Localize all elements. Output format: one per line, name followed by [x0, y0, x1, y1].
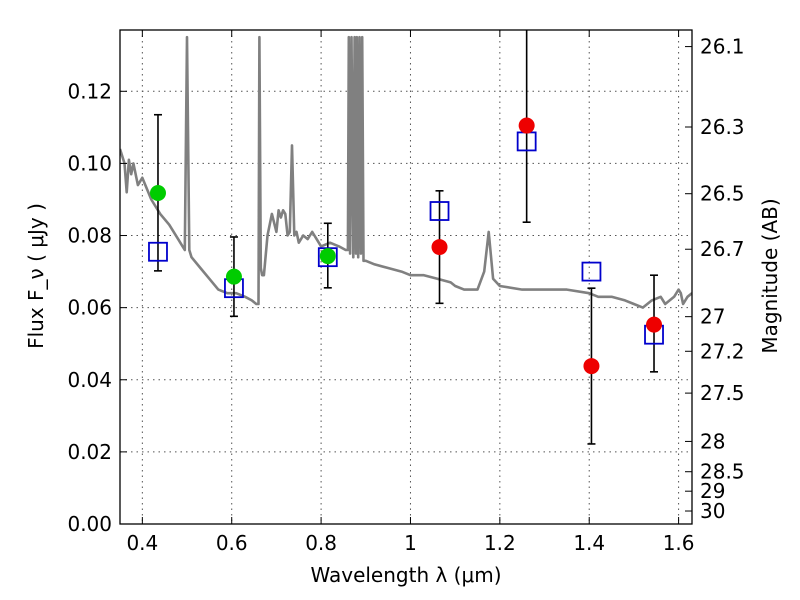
mag-tick-label: 26.7 [700, 237, 745, 261]
mag-tick-label: 26.1 [700, 35, 745, 59]
spectrum-line [120, 35, 692, 309]
model-square-point [148, 241, 168, 262]
y-axis-label-right: Magnitude (AB) [758, 198, 782, 353]
x-tick-label: 0.8 [305, 531, 337, 555]
model-spectrum [120, 35, 692, 309]
y-tick-label: 0.06 [67, 296, 112, 320]
y-tick-label: 0.00 [67, 512, 112, 536]
green-data-point [319, 248, 336, 265]
x-tick-label: 0.6 [216, 531, 248, 555]
model-square-point [429, 201, 450, 221]
model-square-point [581, 261, 602, 282]
data-points [148, 117, 664, 375]
mag-tick-label: 26.5 [700, 182, 745, 206]
mag-tick-label: 28.5 [700, 460, 745, 484]
y-axis-label: Flux F_ν ( μJy ) [24, 203, 48, 349]
green-data-point [225, 268, 242, 285]
y-tick-label: 0.08 [67, 224, 112, 248]
red-data-point [583, 358, 600, 375]
mag-tick-label: 29 [700, 479, 725, 503]
red-data-point [431, 239, 448, 256]
y-tick-label: 0.02 [67, 440, 112, 464]
error-bars [153, 30, 659, 445]
x-tick-label: 1 [404, 531, 417, 555]
mag-tick-label: 30 [700, 499, 725, 523]
red-data-point [518, 117, 535, 134]
mag-tick-label: 28 [700, 429, 725, 453]
mag-tick-label: 27.5 [700, 381, 745, 405]
mag-tick-label: 26.3 [700, 115, 745, 139]
x-tick-label: 1.6 [663, 531, 695, 555]
y-tick-label: 0.12 [67, 79, 112, 103]
x-tick-label: 1.2 [484, 531, 516, 555]
green-data-point [149, 184, 166, 201]
red-data-point [646, 316, 663, 333]
mag-tick-label: 27 [700, 305, 725, 329]
grid-lines [120, 30, 692, 524]
y-tick-label: 0.04 [67, 368, 112, 392]
tick-labels: 0.4 0.6 0.8 1 1.2 1.4 1.6 0.00 0.02 0.04 0.06 0.08 0… [67, 35, 744, 555]
axis-ticks [120, 30, 692, 525]
x-tick-label: 1.4 [573, 531, 605, 555]
x-tick-label: 0.4 [126, 531, 158, 555]
x-axis-label: Wavelength λ (μm) [310, 563, 501, 587]
mag-tick-label: 27.2 [700, 339, 745, 363]
plot-frame [119, 29, 693, 525]
y-tick-label: 0.10 [67, 151, 112, 175]
